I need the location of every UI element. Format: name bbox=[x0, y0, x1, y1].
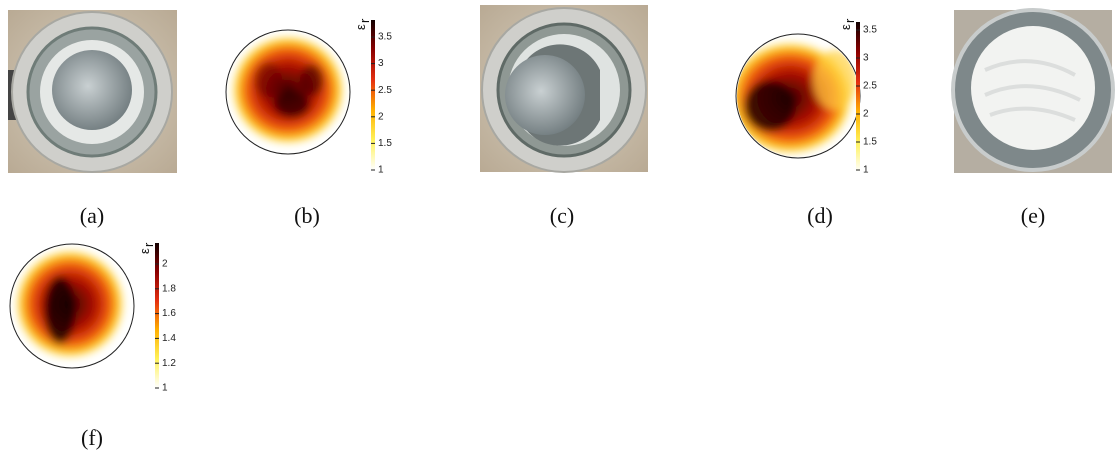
colorbar-label-subscript: r bbox=[842, 18, 857, 23]
colorbar-tick-label: 1.6 bbox=[162, 308, 176, 319]
caption: (f) bbox=[81, 425, 103, 450]
permittivity-map bbox=[226, 20, 375, 170]
colorbar-tick-label: 1 bbox=[378, 165, 384, 176]
colorbar-tick-label: 2 bbox=[162, 259, 168, 270]
photo bbox=[480, 5, 648, 172]
colorbar-tick-label: 1.5 bbox=[863, 137, 877, 148]
colorbar-tick-label: 1 bbox=[863, 165, 869, 176]
figure: (a)(b)3.532.521.51εr(c)(d)3.532.521.51εr… bbox=[0, 0, 1118, 456]
colorbar-tick-label: 2.5 bbox=[378, 85, 392, 96]
colorbar-tick-label: 1.4 bbox=[162, 333, 176, 344]
colorbar-tick-label: 2 bbox=[378, 111, 384, 122]
caption: (e) bbox=[1021, 203, 1045, 228]
colorbar-tick-label: 3.5 bbox=[863, 25, 877, 36]
colorbar-label-symbol: ε bbox=[838, 24, 853, 30]
colorbar-tick-label: 2 bbox=[863, 109, 869, 120]
colorbar-tick-label: 2.5 bbox=[863, 81, 877, 92]
colorbar-label: εr bbox=[137, 242, 156, 254]
caption: (a) bbox=[80, 203, 104, 228]
colorbar-label-symbol: ε bbox=[137, 248, 152, 254]
permittivity-map bbox=[726, 22, 860, 172]
photo bbox=[953, 10, 1113, 173]
colorbar-tick-label: 3 bbox=[863, 53, 869, 64]
colorbar-label: εr bbox=[353, 18, 372, 30]
caption: (b) bbox=[294, 203, 320, 228]
caption: (d) bbox=[807, 203, 833, 228]
colorbar-label: εr bbox=[838, 18, 857, 30]
colorbar-tick-label: 1.5 bbox=[378, 138, 392, 149]
colorbar-label-symbol: ε bbox=[353, 24, 368, 30]
photo bbox=[8, 10, 177, 173]
colorbar-tick-label: 3.5 bbox=[378, 32, 392, 43]
colorbar-tick-label: 1.2 bbox=[162, 358, 176, 369]
permittivity-map bbox=[10, 243, 159, 388]
caption: (c) bbox=[550, 203, 574, 228]
colorbar-label-subscript: r bbox=[141, 242, 156, 247]
colorbar-label-subscript: r bbox=[357, 18, 372, 23]
colorbar-tick-label: 1.8 bbox=[162, 283, 176, 294]
colorbar-tick-label: 1 bbox=[162, 383, 168, 394]
colorbar-tick-label: 3 bbox=[378, 58, 384, 69]
